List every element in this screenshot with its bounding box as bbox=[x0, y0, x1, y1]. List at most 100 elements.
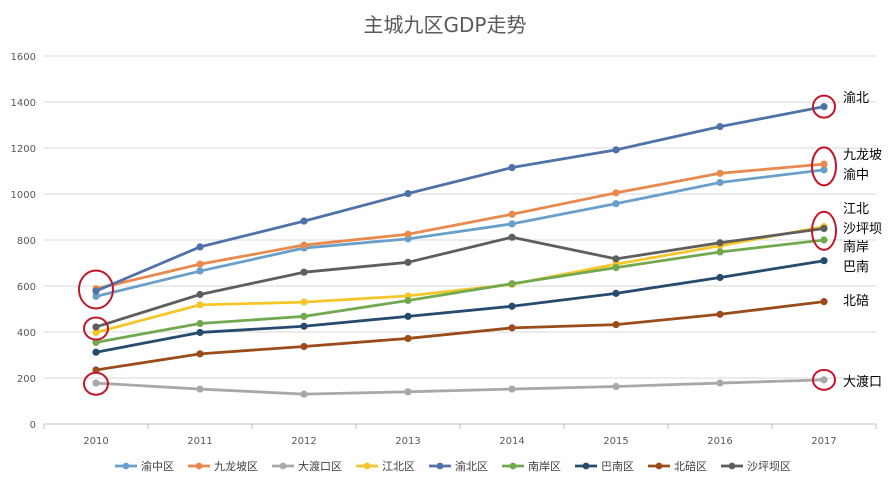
data-point bbox=[92, 287, 100, 295]
data-point bbox=[820, 376, 828, 384]
x-tick-label: 2014 bbox=[499, 436, 524, 447]
data-point bbox=[508, 385, 516, 393]
data-point bbox=[92, 323, 100, 331]
series-line bbox=[95, 300, 825, 372]
data-point bbox=[404, 312, 412, 320]
end-label: 大渡口 bbox=[843, 374, 882, 390]
series-line bbox=[95, 105, 825, 293]
series-7 bbox=[92, 298, 828, 374]
highlight-circles bbox=[78, 94, 837, 396]
x-tick-label: 2010 bbox=[83, 436, 108, 447]
data-point bbox=[820, 103, 828, 111]
legend-swatch-dot bbox=[436, 462, 444, 470]
x-tick-label: 2016 bbox=[707, 436, 732, 447]
data-point bbox=[404, 189, 412, 198]
series-2 bbox=[92, 376, 828, 398]
data-point bbox=[196, 267, 204, 275]
y-tick-label: 0 bbox=[30, 420, 36, 431]
y-tick-label: 200 bbox=[17, 374, 36, 385]
data-point bbox=[404, 230, 412, 238]
end-label: 南岸 bbox=[843, 239, 869, 255]
highlight-circle bbox=[83, 371, 109, 396]
data-point bbox=[508, 324, 516, 332]
end-label: 九龙坡 bbox=[843, 148, 882, 163]
x-tick-label: 2012 bbox=[291, 436, 316, 447]
legend-swatch-dot bbox=[195, 462, 203, 470]
legend-swatch-dot bbox=[279, 462, 287, 470]
series-lines bbox=[92, 103, 828, 398]
y-tick-labels: 0 200 400 600 800 1000 1200 1400 1600 bbox=[11, 52, 36, 431]
data-point bbox=[196, 328, 204, 337]
data-point bbox=[404, 334, 412, 343]
legend-item: 渝中区 bbox=[115, 459, 174, 473]
legend-item: 北碚区 bbox=[648, 459, 707, 473]
series-line bbox=[95, 259, 825, 354]
legend-item: 巴南区 bbox=[575, 460, 634, 473]
data-point bbox=[196, 385, 204, 393]
legend-label: 巴南区 bbox=[601, 460, 634, 473]
data-point bbox=[300, 312, 308, 320]
legend-label: 大渡口区 bbox=[298, 459, 342, 473]
data-point bbox=[508, 210, 516, 218]
chart-title: 主城九区GDP走势 bbox=[364, 13, 527, 37]
data-point bbox=[508, 280, 516, 288]
data-point bbox=[300, 217, 308, 225]
data-point bbox=[196, 260, 204, 268]
data-point bbox=[404, 388, 412, 396]
highlight-circle bbox=[83, 316, 109, 341]
y-tick-label: 600 bbox=[17, 282, 36, 293]
data-point bbox=[508, 163, 516, 172]
x-tick-label: 2013 bbox=[395, 436, 420, 447]
data-point bbox=[612, 264, 620, 272]
data-point bbox=[612, 200, 620, 208]
legend-label: 北碚区 bbox=[674, 459, 707, 473]
series-line bbox=[95, 227, 825, 329]
highlight-circle bbox=[812, 368, 836, 391]
legend-swatch-dot bbox=[582, 462, 590, 470]
legend-item: 九龙坡区 bbox=[188, 460, 258, 473]
end-label: 北碚 bbox=[843, 294, 869, 309]
legend-label: 渝中区 bbox=[141, 459, 174, 473]
series-line bbox=[95, 225, 825, 334]
data-point bbox=[300, 322, 308, 330]
data-point bbox=[92, 338, 100, 346]
legend-item: 江北区 bbox=[356, 460, 415, 473]
data-point bbox=[612, 289, 620, 297]
data-point bbox=[196, 301, 204, 309]
data-point bbox=[716, 169, 724, 177]
data-point bbox=[196, 243, 204, 251]
legend-label: 南岸区 bbox=[528, 460, 561, 473]
series-8 bbox=[92, 224, 828, 331]
legend-swatch-dot bbox=[122, 462, 130, 470]
x-tick-label: 2017 bbox=[811, 436, 836, 447]
series-5 bbox=[92, 236, 828, 346]
series-1 bbox=[92, 160, 828, 293]
data-point bbox=[820, 160, 828, 168]
data-point bbox=[300, 241, 308, 249]
data-point bbox=[612, 146, 620, 154]
y-tick-label: 1200 bbox=[11, 144, 36, 155]
data-point bbox=[820, 257, 828, 265]
data-point bbox=[300, 298, 308, 306]
data-point bbox=[92, 292, 100, 300]
data-point bbox=[508, 233, 516, 241]
series-line bbox=[95, 378, 825, 396]
legend-swatch-dot bbox=[363, 462, 371, 470]
highlight-circle bbox=[811, 146, 837, 187]
data-point bbox=[820, 166, 828, 174]
end-label: 巴南 bbox=[843, 259, 869, 275]
y-tick-label: 400 bbox=[17, 328, 36, 339]
data-point bbox=[612, 255, 620, 263]
grid-lines bbox=[44, 55, 876, 425]
data-point bbox=[508, 220, 516, 228]
data-point bbox=[612, 321, 620, 329]
data-point bbox=[820, 236, 828, 244]
data-point bbox=[820, 224, 828, 233]
data-point bbox=[612, 189, 620, 197]
legend-label: 沙坪坝区 bbox=[747, 459, 791, 473]
data-point bbox=[196, 350, 204, 358]
series-line bbox=[95, 162, 825, 291]
